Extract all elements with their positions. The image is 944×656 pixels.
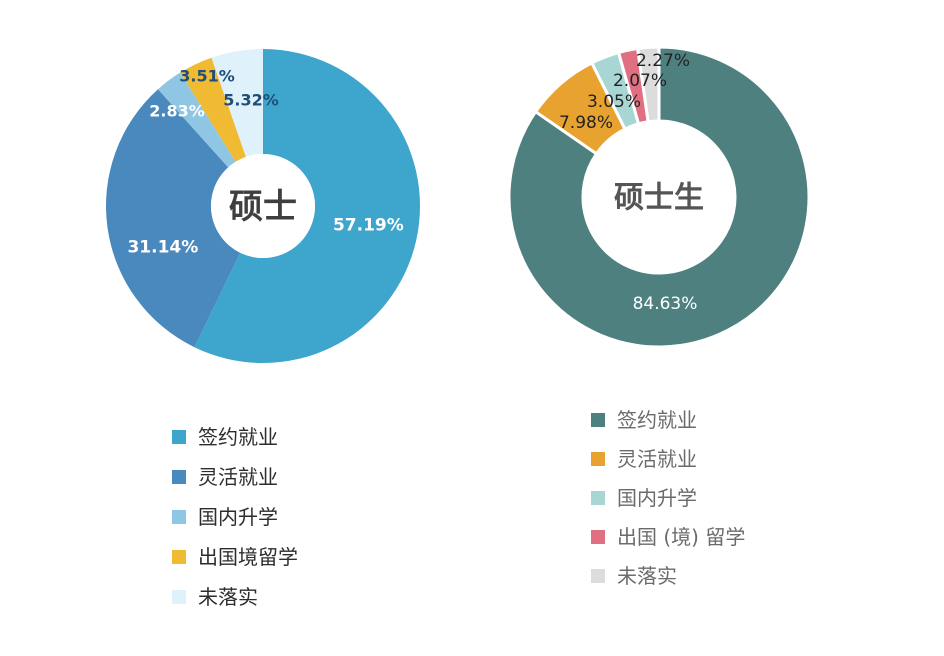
chart-0-legend-label: 国内升学 [198,505,278,529]
chart-0-slice-3 [180,57,246,162]
chart-1-legend-label: 灵活就业 [617,447,697,471]
chart-1-center-label: 硕士生 [614,181,704,216]
chart-0-legend-swatch [172,510,186,524]
chart-0-slice-2 [157,72,236,168]
chart-0-data-label-0: 57.19% [333,216,404,236]
chart-1-legend-label: 出国 (境) 留学 [617,525,746,549]
chart-0-legend-label: 签约就业 [198,425,278,449]
chart-0-center-label: 硕士 [229,187,297,227]
chart-0-legend-label: 灵活就业 [198,465,278,489]
chart-0-data-label-1: 31.14% [127,237,198,257]
chart-0-data-label-3: 3.51% [179,67,235,86]
chart-1-legend-label: 签约就业 [617,408,697,432]
chart-1-data-label-3: 2.07% [613,71,667,91]
chart-1-data-label-0: 84.63% [633,294,698,314]
chart-0-data-label-4: 5.32% [223,91,279,110]
chart-0-legend-swatch [172,590,186,604]
chart-0-legend-swatch [172,550,186,564]
chart-0-data-label-2: 2.83% [149,102,205,121]
chart-0-slice-1 [105,89,241,348]
chart-1-data-label-1: 7.98% [559,113,613,133]
chart-1-legend-swatch [591,413,605,427]
chart-0-legend-swatch [172,430,186,444]
chart-1-legend-swatch [591,491,605,505]
chart-0-legend-label: 出国境留学 [198,545,298,569]
chart-0-slice-4 [211,49,263,157]
chart-1-legend-label: 国内升学 [617,486,697,510]
chart-1-legend-swatch [591,452,605,466]
chart-1-donut-hole [583,121,735,273]
chart-1-data-label-2: 3.05% [587,92,641,112]
chart-1-legend-swatch [591,569,605,583]
chart-1-legend-label: 未落实 [617,564,677,588]
chart-1-data-label-4: 2.27% [636,51,690,71]
chart-0-donut-hole [211,154,315,258]
chart-0-slice-0 [194,49,420,363]
chart-0-legend-label: 未落实 [198,585,258,609]
chart-0-legend-swatch [172,470,186,484]
chart-1-legend-swatch [591,530,605,544]
